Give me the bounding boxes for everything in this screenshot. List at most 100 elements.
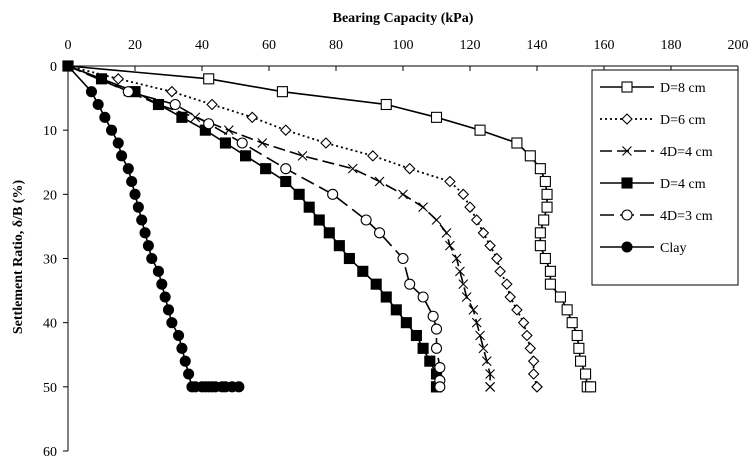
data-point [427,310,439,322]
data-point [475,330,485,341]
data-point [461,292,472,302]
data-point [544,265,556,277]
legend-item: D=8 cm [600,81,706,96]
data-point [233,381,245,393]
series-line [67,65,239,388]
legend-marker [622,146,632,156]
data-point [455,266,465,277]
legend-label: Clay [660,241,686,256]
data-point [176,111,188,123]
data-point [62,60,74,72]
data-point [501,278,513,290]
data-point [260,163,272,175]
series-2 [63,61,495,392]
legend: D=8 cm D=6 cm 4D=4 cm D=4 cm 4D=3 cm Clay [591,69,739,286]
data-point [477,227,490,239]
legend-box [591,69,739,286]
legend-item: 4D=4 cm [600,145,713,160]
x-tick-label: 0 [65,38,72,53]
data-point [464,201,476,213]
data-point [179,355,191,367]
data-point [434,362,446,374]
data-point [521,329,533,342]
series-line [67,65,591,388]
data-point [531,381,543,393]
data-point [279,124,292,136]
x-tick-label: 40 [195,38,209,53]
data-point [257,138,268,148]
data-point [524,342,537,355]
data-point [434,381,446,393]
data-point [280,175,292,188]
legend-label: D=8 cm [660,81,706,96]
data-point [458,279,469,290]
x-tick-label: 80 [329,38,343,53]
data-point [478,343,489,354]
y-tick-label: 0 [50,60,57,75]
legend-item: D=6 cm [600,113,706,128]
legend-label: 4D=3 cm [660,209,713,224]
data-point [541,201,553,213]
data-point [398,189,408,200]
data-point [585,381,597,393]
data-point [561,304,573,316]
data-point [468,304,479,315]
y-tick-label: 50 [43,381,57,396]
data-point [539,175,551,188]
data-point [367,150,379,162]
data-point [471,317,482,328]
data-point [142,240,154,252]
x-axis-title: Bearing Capacity (kPa) [333,11,474,26]
data-point [219,137,231,149]
data-point [246,111,259,124]
data-point [504,291,516,303]
data-point [236,137,248,149]
data-point [534,240,546,252]
data-point [313,214,325,226]
data-point [206,98,218,111]
data-point [390,304,402,316]
data-point [430,111,443,123]
data-point [417,291,429,303]
data-point [517,316,530,329]
data-point [166,317,178,329]
data-point [92,98,104,111]
legend-marker [621,177,633,189]
data-point [418,202,428,213]
data-point [320,137,332,149]
data-point [166,85,178,98]
data-point [183,368,195,380]
data-point [527,355,540,367]
data-point [541,188,553,200]
series-group [62,60,597,393]
legend-item: D=4 cm [600,177,706,192]
data-point [152,98,164,111]
series-1 [62,60,543,393]
y-tick-label: 30 [43,253,57,268]
data-point [343,252,355,265]
data-point [424,355,436,367]
data-point [397,252,409,265]
data-point [580,368,592,380]
data-point [85,86,97,98]
data-point [139,227,151,239]
data-point [444,175,456,188]
legend-marker [621,113,633,125]
data-point [457,188,470,201]
data-point [333,240,345,252]
data-point [511,304,523,316]
series-3 [62,60,443,393]
data-point [99,111,111,123]
data-point [539,252,551,265]
data-point [380,291,392,303]
data-point [484,239,496,252]
data-point [136,214,148,226]
data-point [511,137,523,149]
data-point [374,176,385,187]
x-tick-label: 120 [460,38,481,53]
data-point [159,291,171,303]
data-point [485,381,495,392]
data-point [534,227,546,239]
data-point [146,252,158,265]
data-point [491,252,503,265]
